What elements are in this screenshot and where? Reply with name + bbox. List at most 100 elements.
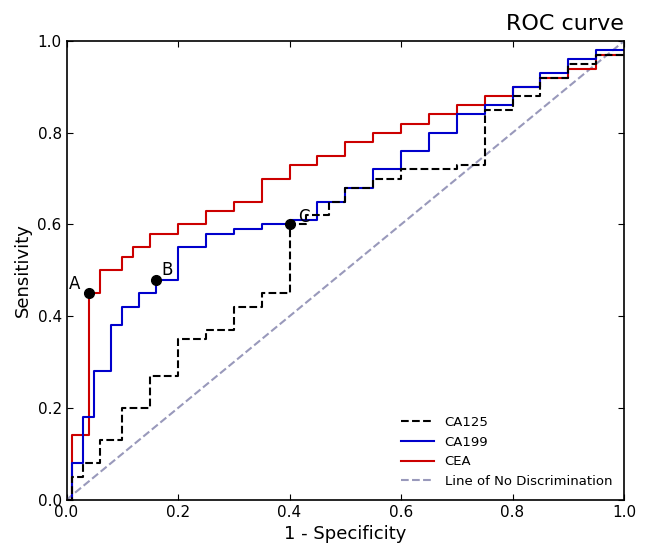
CEA [96,267,104,273]
CEA [85,290,93,297]
CA199 [174,244,182,251]
CEA [230,207,238,214]
CA125 [425,166,433,173]
CEA [62,496,70,503]
CEA [258,198,266,205]
CA125 [592,61,600,67]
CEA [146,244,154,251]
Line: CA125: CA125 [66,55,624,500]
CA199 [90,368,98,375]
CA199 [341,184,349,191]
CEA [425,120,433,127]
CA125 [564,61,572,67]
CA125 [397,175,405,182]
CEA [285,162,293,168]
CEA [564,65,572,72]
CA199 [135,290,143,297]
CA125 [302,221,310,228]
CA199 [397,148,405,154]
CA199 [258,221,266,228]
Line: CEA: CEA [66,55,624,500]
CEA [85,432,93,439]
CA199 [536,84,544,90]
CA125 [453,162,461,168]
CA125 [79,473,87,480]
CA199 [369,184,377,191]
CEA [536,74,544,81]
CEA [397,129,405,136]
CEA [592,51,600,58]
CEA [68,496,76,503]
CA199 [152,276,160,283]
CA199 [453,129,461,136]
CA199 [152,290,160,297]
Text: A: A [70,275,81,292]
CEA [258,175,266,182]
Y-axis label: Sensitivity: Sensitivity [14,223,32,317]
CEA [341,139,349,145]
CEA [118,253,126,260]
CA125 [425,166,433,173]
CA125 [509,106,517,113]
CEA [96,290,104,297]
CA199 [68,496,76,503]
CA125 [230,304,238,310]
CA199 [118,304,126,310]
CEA [68,432,76,439]
CA199 [90,414,98,421]
CEA [481,102,489,109]
CA125 [481,106,489,113]
CA125 [564,74,572,81]
CA199 [68,460,76,466]
CEA [313,152,321,159]
CA199 [202,230,210,237]
CEA [118,267,126,273]
CA199 [202,244,210,251]
CA199 [536,70,544,76]
CA199 [509,102,517,109]
CEA [313,162,321,168]
CEA [369,139,377,145]
CEA [481,92,489,99]
Text: B: B [161,261,173,279]
CEA [341,152,349,159]
CA125 [341,198,349,205]
CA199 [397,166,405,173]
X-axis label: 1 - Specificity: 1 - Specificity [284,525,406,543]
CA199 [564,70,572,76]
CA199 [230,230,238,237]
CA199 [425,148,433,154]
CA199 [620,47,628,53]
CEA [592,65,600,72]
CA125 [146,373,154,379]
CEA [230,198,238,205]
CEA [129,253,137,260]
CA125 [174,373,182,379]
CA199 [79,460,87,466]
CA125 [118,404,126,411]
CA125 [369,184,377,191]
CEA [453,102,461,109]
CEA [129,244,137,251]
CA125 [453,166,461,173]
CA199 [258,226,266,232]
CEA [285,175,293,182]
CA199 [481,102,489,109]
CA125 [68,496,76,503]
CEA [620,51,628,58]
CA125 [285,290,293,297]
CA125 [230,326,238,333]
CEA [202,221,210,228]
CEA [509,92,517,99]
CEA [174,230,182,237]
CA199 [564,56,572,63]
Legend: CA125, CA199, CEA, Line of No Discrimination: CA125, CA199, CEA, Line of No Discrimina… [396,411,618,493]
CA125 [118,437,126,443]
CEA [202,207,210,214]
CA125 [536,74,544,81]
CA199 [509,84,517,90]
CA199 [107,368,115,375]
CEA [564,74,572,81]
CA125 [146,404,154,411]
CA199 [62,496,70,503]
